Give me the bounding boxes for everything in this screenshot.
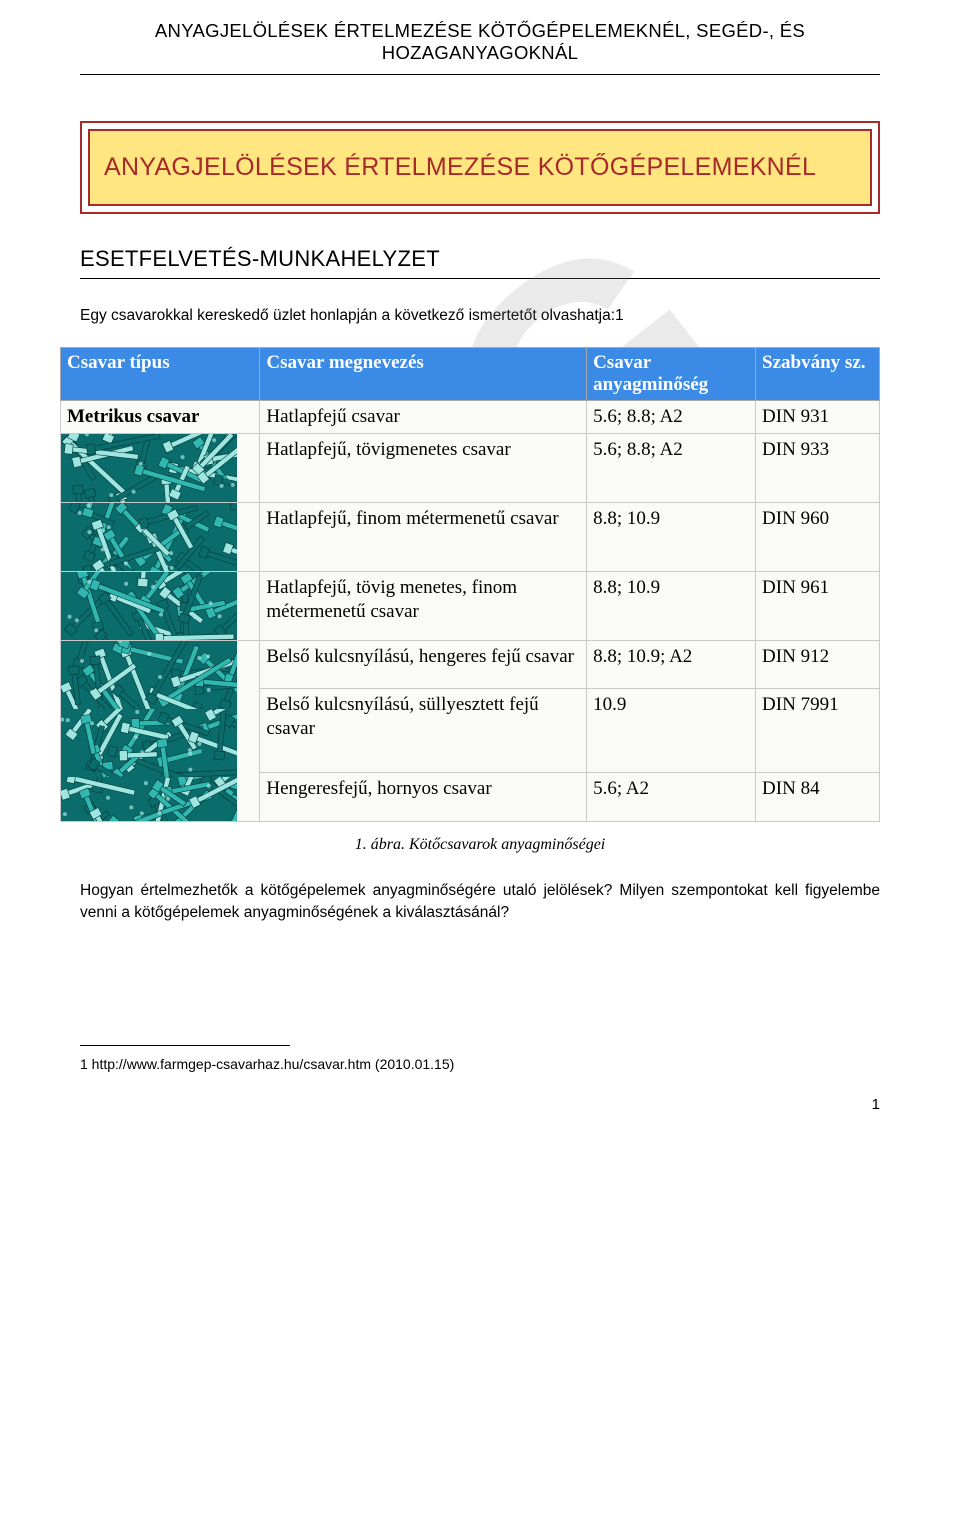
- col-header-type: Csavar típus: [61, 348, 260, 401]
- subheading-rule: [80, 278, 880, 279]
- page-number: 1: [80, 1096, 880, 1113]
- cell-standard: DIN 961: [756, 571, 880, 640]
- screw-image-cell: [61, 640, 260, 821]
- screw-image-cell: [61, 502, 260, 571]
- type-label-cell: Metrikus csavar: [61, 401, 260, 434]
- cell-name: Hatlapfejű csavar: [260, 401, 587, 434]
- table-row: Metrikus csavarHatlapfejű csavar5.6; 8.8…: [61, 401, 880, 434]
- cell-standard: DIN 84: [756, 773, 880, 822]
- table-row: Hatlapfejű, tövigmenetes csavar5.6; 8.8;…: [61, 433, 880, 502]
- table-row: Hatlapfejű, tövig menetes, finom méterme…: [61, 571, 880, 640]
- cell-name: Hatlapfejű, finom métermenetű csavar: [260, 502, 587, 571]
- col-header-std: Szabvány sz.: [756, 348, 880, 401]
- col-header-name: Csavar megnevezés: [260, 348, 587, 401]
- cell-grade: 5.6; A2: [587, 773, 756, 822]
- title-box: ANYAGJELÖLÉSEK ÉRTELMEZÉSE KÖTŐGÉPELEMEK…: [80, 121, 880, 214]
- page-title: ANYAGJELÖLÉSEK ÉRTELMEZÉSE KÖTŐGÉPELEMEK…: [104, 153, 856, 182]
- cell-standard: DIN 931: [756, 401, 880, 434]
- table-row: Belső kulcsnyílású, hengeres fejű csavar…: [61, 640, 880, 689]
- footnote-rule: [80, 1045, 290, 1046]
- cell-grade: 8.8; 10.9: [587, 571, 756, 640]
- cell-name: Belső kulcsnyílású, süllyesztett fejű cs…: [260, 689, 587, 773]
- col-header-grade: Csavar anyagminőség: [587, 348, 756, 401]
- cell-grade: 5.6; 8.8; A2: [587, 433, 756, 502]
- table-row: Hatlapfejű, finom métermenetű csavar8.8;…: [61, 502, 880, 571]
- cell-name: Hengeresfejű, hornyos csavar: [260, 773, 587, 822]
- screw-image-cell: [61, 433, 260, 502]
- subheading: ESETFELVETÉS-MUNKAHELYZET: [80, 246, 880, 272]
- cell-grade: 8.8; 10.9; A2: [587, 640, 756, 689]
- cell-standard: DIN 7991: [756, 689, 880, 773]
- cell-standard: DIN 960: [756, 502, 880, 571]
- cell-name: Hatlapfejű, tövigmenetes csavar: [260, 433, 587, 502]
- cell-name: Hatlapfejű, tövig menetes, finom méterme…: [260, 571, 587, 640]
- screw-table: Csavar típus Csavar megnevezés Csavar an…: [60, 347, 880, 822]
- cell-grade: 5.6; 8.8; A2: [587, 401, 756, 434]
- figure-caption: 1. ábra. Kötőcsavarok anyagminőségei: [80, 836, 880, 854]
- intro-text: Egy csavarokkal kereskedő üzlet honlapjá…: [80, 307, 880, 325]
- running-header: ANYAGJELÖLÉSEK ÉRTELMEZÉSE KÖTŐGÉPELEMEK…: [80, 20, 880, 64]
- cell-name: Belső kulcsnyílású, hengeres fejű csavar: [260, 640, 587, 689]
- cell-standard: DIN 933: [756, 433, 880, 502]
- cell-standard: DIN 912: [756, 640, 880, 689]
- footnote: 1 http://www.farmgep-csavarhaz.hu/csavar…: [80, 1056, 880, 1072]
- cell-grade: 8.8; 10.9: [587, 502, 756, 571]
- cell-grade: 10.9: [587, 689, 756, 773]
- screw-image-cell: [61, 571, 260, 640]
- table-header-row: Csavar típus Csavar megnevezés Csavar an…: [61, 348, 880, 401]
- body-paragraph: Hogyan értelmezhetők a kötőgépelemek any…: [80, 880, 880, 925]
- header-rule: [80, 74, 880, 75]
